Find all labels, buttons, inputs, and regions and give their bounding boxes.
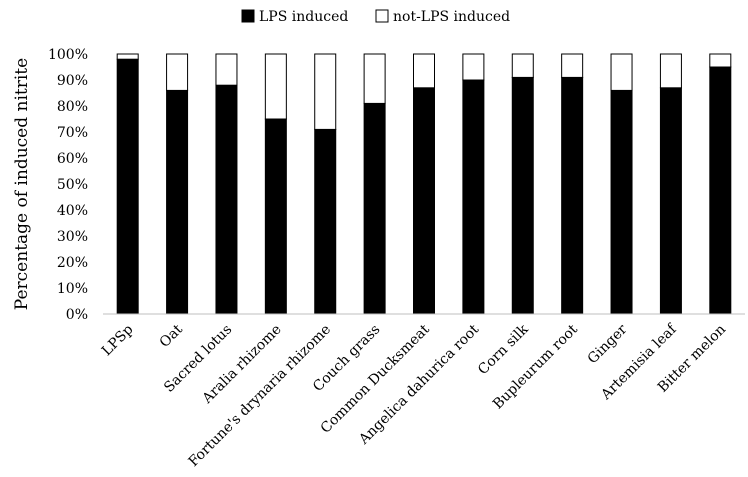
bar-not-lps-induced-lpsp [117,54,138,59]
bar-not-lps-induced-fortune-s-drynaria-rhizome [315,54,336,129]
y-axis-label: Percentage of induced nitrite [12,58,32,310]
bar-lps-induced-lpsp [117,59,138,314]
y-tick-label: 0% [66,307,88,323]
legend-label-not-lps-induced: not-LPS induced [393,9,510,25]
bar-not-lps-induced-oat [167,54,188,90]
bar-not-lps-induced-couch-grass [364,54,385,103]
bar-not-lps-induced-bitter-melon [710,54,731,67]
bar-not-lps-induced-angelica-dahurica-root [463,54,484,80]
legend-label-lps-induced: LPS induced [259,9,348,25]
bar-lps-induced-aralia-rhizome [265,119,286,314]
bar-lps-induced-common-ducksmeat [414,88,435,314]
bar-lps-induced-fortune-s-drynaria-rhizome [315,129,336,314]
bar-not-lps-induced-bupleurum-root [562,54,583,77]
bars [117,54,731,314]
bar-lps-induced-sacred-lotus [216,85,237,314]
bar-lps-induced-corn-silk [512,77,533,314]
x-tick-label: LPSp [99,321,137,359]
x-tick-label: Oat [157,321,187,351]
y-tick-label: 40% [57,203,88,219]
y-tick-label: 20% [57,255,88,271]
bar-not-lps-induced-artemisia-leaf [660,54,681,88]
y-tick-label: 10% [57,281,88,297]
bar-not-lps-induced-ginger [611,54,632,90]
bar-not-lps-induced-sacred-lotus [216,54,237,85]
legend-swatch-lps-induced [242,10,254,22]
legend: LPS induced not-LPS induced [242,9,510,25]
y-tick-label: 30% [57,229,88,245]
y-tick-label: 50% [57,177,88,193]
bar-lps-induced-ginger [611,90,632,314]
bar-lps-induced-oat [167,90,188,314]
y-tick-label: 60% [57,151,88,167]
y-tick-label: 80% [57,99,88,115]
y-tick-label: 90% [57,73,88,89]
bar-not-lps-induced-common-ducksmeat [414,54,435,88]
bar-lps-induced-bupleurum-root [562,77,583,314]
y-tick-label: 70% [57,125,88,141]
bar-lps-induced-angelica-dahurica-root [463,80,484,314]
bar-lps-induced-bitter-melon [710,67,731,314]
x-tick-label: Bupleurum root [490,321,581,412]
y-tick-label: 100% [48,47,88,63]
x-tick-label: Ginger [585,321,631,367]
bar-lps-induced-couch-grass [364,103,385,314]
legend-swatch-not-lps-induced [376,10,388,22]
bar-lps-induced-artemisia-leaf [660,88,681,314]
y-axis-ticks: 0% 10% 20% 30% 40% 50% 60% 70% 80% 90% 100% [48,47,88,323]
bar-not-lps-induced-aralia-rhizome [265,54,286,119]
bar-not-lps-induced-corn-silk [512,54,533,77]
